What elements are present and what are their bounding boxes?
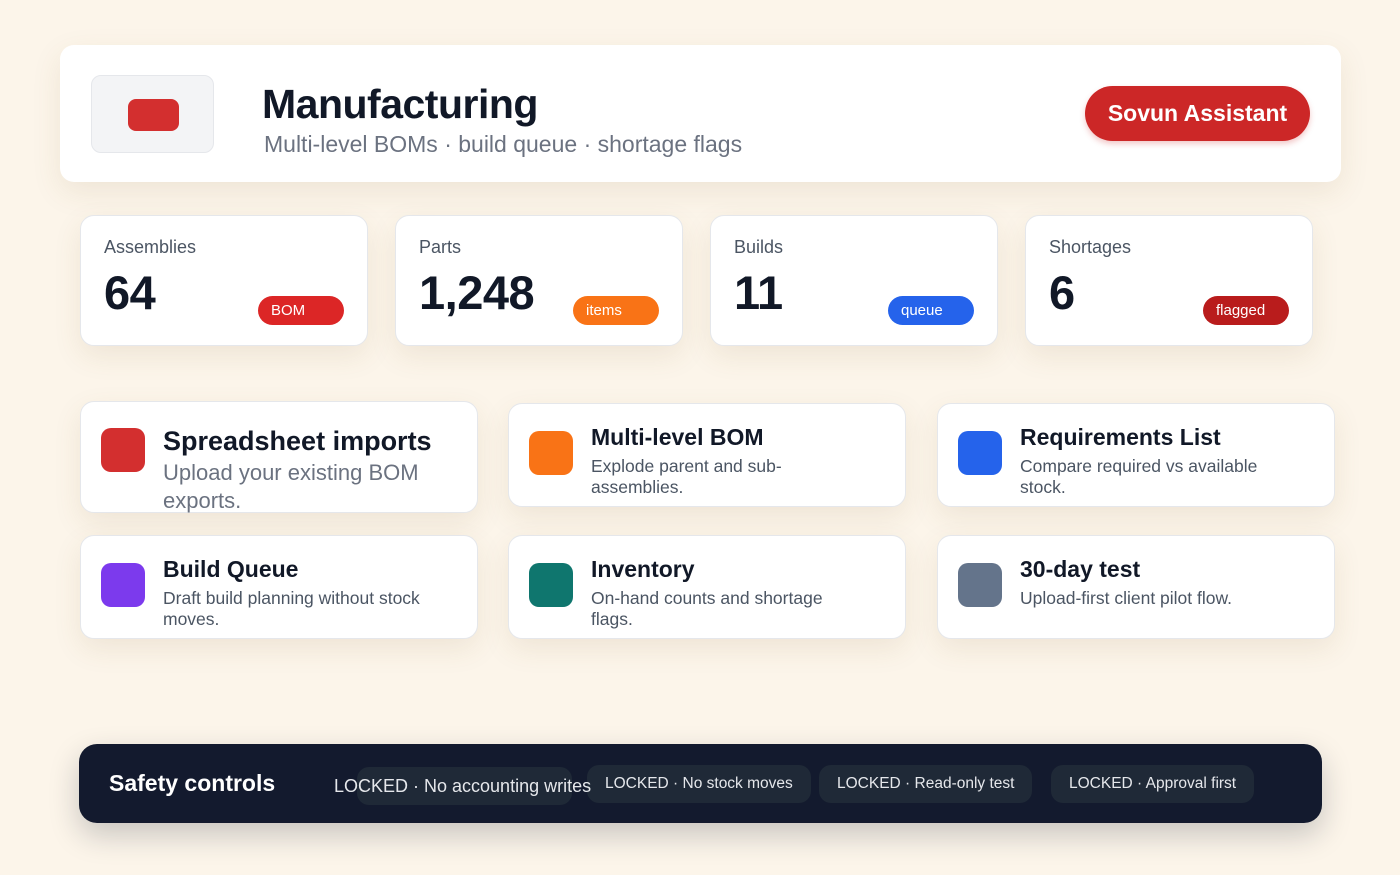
assistant-button[interactable]: Sovun Assistant (1085, 86, 1310, 141)
lock-pill-no-accounting-writes: LOCKED · No accounting writes (334, 767, 591, 805)
stat-card-shortages: Shortages 6 flagged (1025, 215, 1313, 346)
feature-description: Upload your existing BOM exports. (163, 460, 419, 513)
stat-label: Assemblies (104, 237, 197, 257)
feature-card-multi-level-bom[interactable]: Multi-level BOM Explode parent and sub-a… (508, 403, 906, 507)
bom-icon (529, 431, 573, 475)
feature-description: Draft build planning without stock moves… (163, 588, 420, 629)
feature-card-requirements-list[interactable]: Requirements List Compare required vs av… (937, 403, 1335, 507)
stat-card-builds: Builds 11 queue (710, 215, 998, 346)
stat-value: 6 (1049, 266, 1075, 319)
spreadsheet-icon (101, 428, 145, 472)
stat-label: Builds (734, 237, 784, 257)
logo (91, 75, 214, 153)
feature-title: Inventory (591, 556, 695, 582)
stat-value: 11 (734, 266, 783, 319)
feature-card-30-day-test[interactable]: 30-day test Upload-first client pilot fl… (937, 535, 1335, 639)
status-badge: flagged (1203, 296, 1289, 325)
stat-label: Parts (419, 237, 462, 257)
feature-card-build-queue[interactable]: Build Queue Draft build planning without… (80, 535, 478, 639)
page-subtitle: Multi-level BOMs · build queue · shortag… (264, 131, 743, 157)
safety-controls-bar: Safety controls LOCKED · No accounting w… (79, 744, 1322, 823)
safety-title: Safety controls (109, 770, 276, 796)
feature-title: Spreadsheet imports (163, 426, 432, 456)
stat-card-assemblies: Assemblies 64 BOM (80, 215, 368, 346)
feature-title: Multi-level BOM (591, 424, 764, 450)
test-icon (958, 563, 1002, 607)
feature-description: Compare required vs available stock. (1020, 456, 1258, 497)
page-title: Manufacturing (262, 81, 538, 127)
stat-value: 1,248 (419, 266, 535, 319)
feature-description: Explode parent and sub-assemblies. (591, 456, 782, 497)
lock-pill-no-stock-moves: LOCKED · No stock moves (587, 765, 811, 803)
logo-mark-icon (128, 99, 179, 131)
lock-pill-read-only-test: LOCKED · Read-only test (819, 765, 1033, 803)
status-badge: items (573, 296, 659, 325)
app-header: Manufacturing Multi-level BOMs · build q… (60, 45, 1341, 182)
feature-card-spreadsheet-imports[interactable]: Spreadsheet imports Upload your existing… (80, 401, 478, 513)
feature-description: Upload-first client pilot flow. (1020, 588, 1233, 608)
stat-card-parts: Parts 1,248 items (395, 215, 683, 346)
inventory-icon (529, 563, 573, 607)
feature-description: On-hand counts and shortage flags. (591, 588, 823, 629)
feature-title: Requirements List (1020, 424, 1221, 450)
build-queue-icon (101, 563, 145, 607)
feature-title: Build Queue (163, 556, 299, 582)
lock-pill-approval-first: LOCKED · Approval first (1051, 765, 1255, 803)
stat-value: 64 (104, 266, 156, 319)
requirements-icon (958, 431, 1002, 475)
feature-title: 30-day test (1020, 556, 1141, 582)
stat-label: Shortages (1049, 237, 1132, 257)
status-badge: BOM (258, 296, 344, 325)
feature-card-inventory[interactable]: Inventory On-hand counts and shortage fl… (508, 535, 906, 639)
status-badge: queue (888, 296, 974, 325)
